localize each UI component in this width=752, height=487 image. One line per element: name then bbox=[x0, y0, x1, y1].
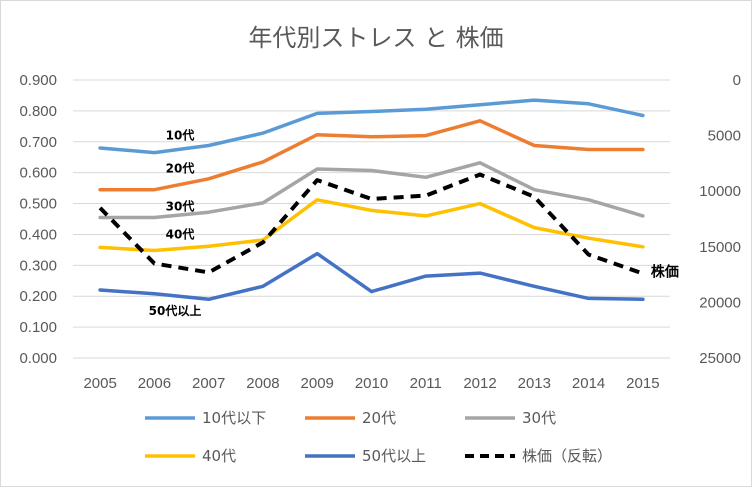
right-y-tick-label: 0 bbox=[733, 72, 741, 89]
x-tick-label: 2008 bbox=[246, 375, 279, 392]
legend-item: 20代 bbox=[305, 409, 396, 427]
x-tick-label: 2012 bbox=[463, 375, 496, 392]
right-y-tick-label: 20000 bbox=[699, 294, 741, 311]
right-y-tick-label: 10000 bbox=[699, 183, 741, 200]
x-tick-label: 2015 bbox=[626, 375, 659, 392]
x-tick-label: 2010 bbox=[355, 375, 388, 392]
left-y-tick-label: 0.000 bbox=[19, 350, 57, 367]
series-line bbox=[98, 119, 645, 192]
x-tick-label: 2014 bbox=[572, 375, 605, 392]
legend-item: 50代以上 bbox=[305, 447, 426, 465]
x-tick-label: 2006 bbox=[138, 375, 171, 392]
x-tick-label: 2013 bbox=[518, 375, 551, 392]
series-annotations: 10代 20代 30代 40代 50代以上 株価 bbox=[149, 128, 679, 318]
series-line bbox=[98, 172, 644, 276]
right-y-axis: 0 5000 10000 15000 20000 25000 bbox=[699, 72, 741, 367]
left-y-tick-label: 0.900 bbox=[19, 72, 57, 89]
series-line bbox=[98, 98, 645, 155]
x-tick-label: 2007 bbox=[192, 375, 225, 392]
series-line bbox=[98, 161, 645, 220]
legend-label: 30代 bbox=[522, 409, 556, 427]
x-tick-label: 2011 bbox=[410, 375, 442, 392]
left-y-tick-label: 0.700 bbox=[19, 134, 57, 151]
series-line bbox=[98, 198, 645, 253]
left-y-tick-label: 0.100 bbox=[19, 319, 57, 336]
series-annotation: 40代 bbox=[166, 227, 195, 242]
right-y-tick-label: 15000 bbox=[699, 239, 741, 256]
left-y-tick-label: 0.300 bbox=[19, 257, 57, 274]
legend-label: 20代 bbox=[362, 409, 396, 427]
left-y-tick-label: 0.400 bbox=[19, 226, 57, 243]
legend-item: 40代 bbox=[145, 447, 236, 465]
left-y-tick-label: 0.500 bbox=[19, 196, 57, 213]
legend-label: 50代以上 bbox=[362, 447, 426, 465]
x-tick-label: 2009 bbox=[301, 375, 334, 392]
series-line bbox=[98, 251, 645, 302]
x-tick-label: 2005 bbox=[83, 375, 116, 392]
right-y-tick-label: 25000 bbox=[699, 350, 741, 367]
series-annotation: 20代 bbox=[166, 161, 195, 176]
left-y-tick-label: 0.800 bbox=[19, 103, 57, 120]
legend-item: 10代以下 bbox=[145, 409, 266, 427]
legend-item: 30代 bbox=[465, 409, 556, 427]
left-y-tick-label: 0.600 bbox=[19, 165, 57, 182]
plot-area bbox=[98, 98, 645, 302]
legend-label: 40代 bbox=[202, 447, 236, 465]
legend-label: 株価（反転） bbox=[522, 447, 612, 465]
legend-label: 10代以下 bbox=[202, 409, 266, 427]
right-y-tick-label: 5000 bbox=[708, 128, 741, 145]
legend-item: 株価（反転） bbox=[465, 447, 612, 465]
series-annotation: 株価 bbox=[651, 263, 679, 280]
left-y-axis: 0.000 0.100 0.200 0.300 0.400 0.500 0.600 0.700… bbox=[19, 72, 57, 367]
x-axis: 2005 2006 2007 2008 2009 2010 2011 2012 2013 2014… bbox=[83, 375, 659, 392]
series-annotation: 10代 bbox=[166, 128, 195, 143]
chart-title: 年代別ストレス と 株価 bbox=[248, 24, 503, 52]
legend: 10代以下 20代 30代 40代 50代以上 株価（反転） bbox=[145, 409, 612, 465]
series-annotation: 50代以上 bbox=[149, 303, 202, 318]
left-y-tick-label: 0.200 bbox=[19, 288, 57, 305]
series-annotation: 30代 bbox=[166, 198, 195, 213]
